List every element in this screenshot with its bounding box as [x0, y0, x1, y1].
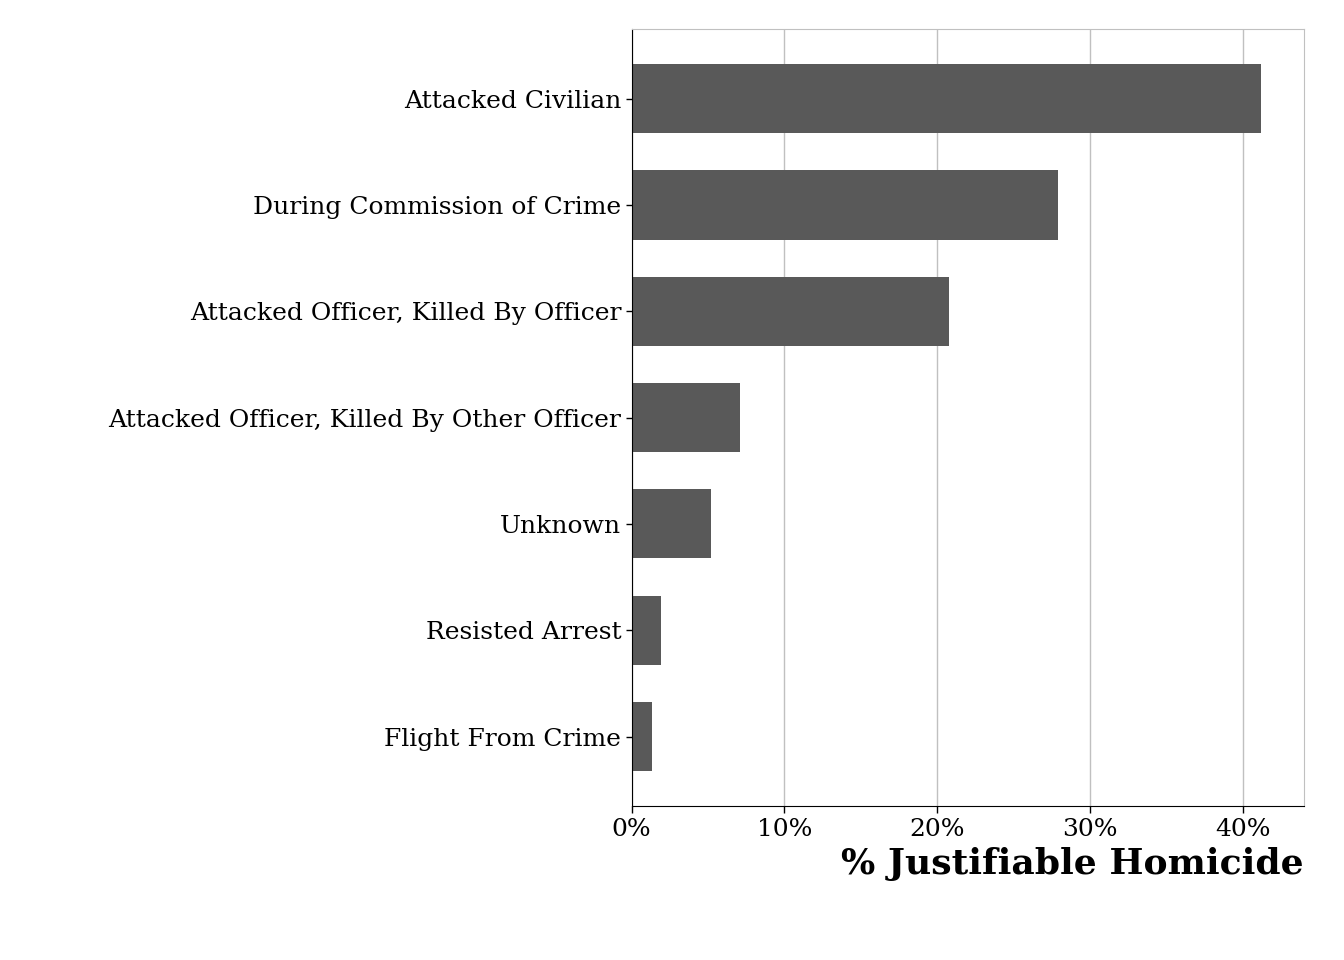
Bar — [632, 64, 1261, 133]
Bar — [632, 595, 661, 664]
Bar — [632, 171, 1058, 240]
Bar — [632, 276, 949, 346]
X-axis label: % Justifiable Homicide: % Justifiable Homicide — [841, 847, 1304, 880]
Bar — [632, 702, 652, 771]
Bar — [632, 383, 741, 452]
Bar — [632, 490, 711, 559]
